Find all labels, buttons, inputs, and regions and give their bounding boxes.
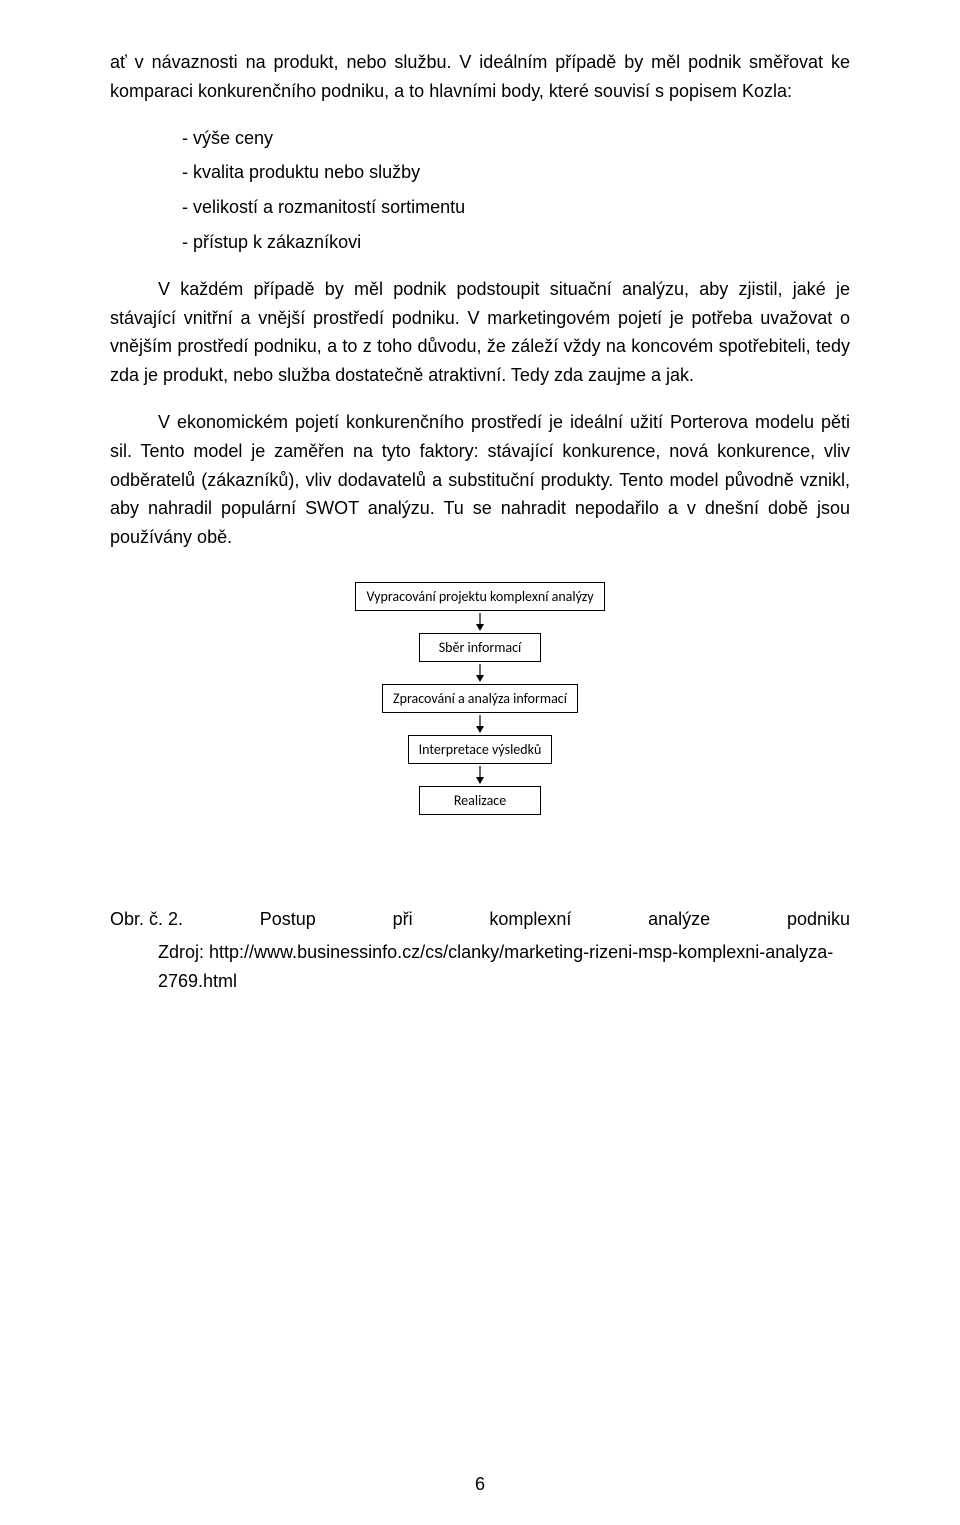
caption-word: komplexní <box>489 905 571 934</box>
paragraph-1: ať v návaznosti na produkt, nebo službu.… <box>110 48 850 106</box>
flowchart-diagram: Vypracování projektu komplexní analýzy S… <box>310 582 650 815</box>
caption-word: při <box>393 905 413 934</box>
bullet-item: výše ceny <box>182 124 850 153</box>
bullet-item: kvalita produktu nebo služby <box>182 158 850 187</box>
paragraph-2: V každém případě by měl podnik podstoupi… <box>110 275 850 390</box>
caption-word: Obr. č. 2. <box>110 905 183 934</box>
arrow-down-icon <box>310 613 650 631</box>
caption-word: podniku <box>787 905 850 934</box>
arrow-down-icon <box>310 766 650 784</box>
flowchart-step: Sběr informací <box>419 633 541 662</box>
caption-word: analýze <box>648 905 710 934</box>
flowchart-step: Interpretace výsledků <box>408 735 553 764</box>
figure-caption: Obr. č. 2. Postup při komplexní analýze … <box>110 905 850 934</box>
bullet-item: velikostí a rozmanitostí sortimentu <box>182 193 850 222</box>
bullet-list: výše ceny kvalita produktu nebo služby v… <box>110 124 850 257</box>
bullet-item: přístup k zákazníkovi <box>182 228 850 257</box>
document-page: ať v návaznosti na produkt, nebo službu.… <box>0 0 960 1525</box>
flowchart-step: Zpracování a analýza informací <box>382 684 578 713</box>
caption-word: Postup <box>260 905 316 934</box>
figure-source: Zdroj: http://www.businessinfo.cz/cs/cla… <box>110 938 850 996</box>
flowchart-step: Realizace <box>419 786 541 815</box>
source-url: http://www.businessinfo.cz/cs/clanky/mar… <box>158 942 833 991</box>
arrow-down-icon <box>310 664 650 682</box>
arrow-down-icon <box>310 715 650 733</box>
flowchart-step: Vypracování projektu komplexní analýzy <box>355 582 604 611</box>
paragraph-3: V ekonomickém pojetí konkurenčního prost… <box>110 408 850 552</box>
page-number: 6 <box>0 1474 960 1495</box>
source-label: Zdroj: <box>158 942 204 962</box>
